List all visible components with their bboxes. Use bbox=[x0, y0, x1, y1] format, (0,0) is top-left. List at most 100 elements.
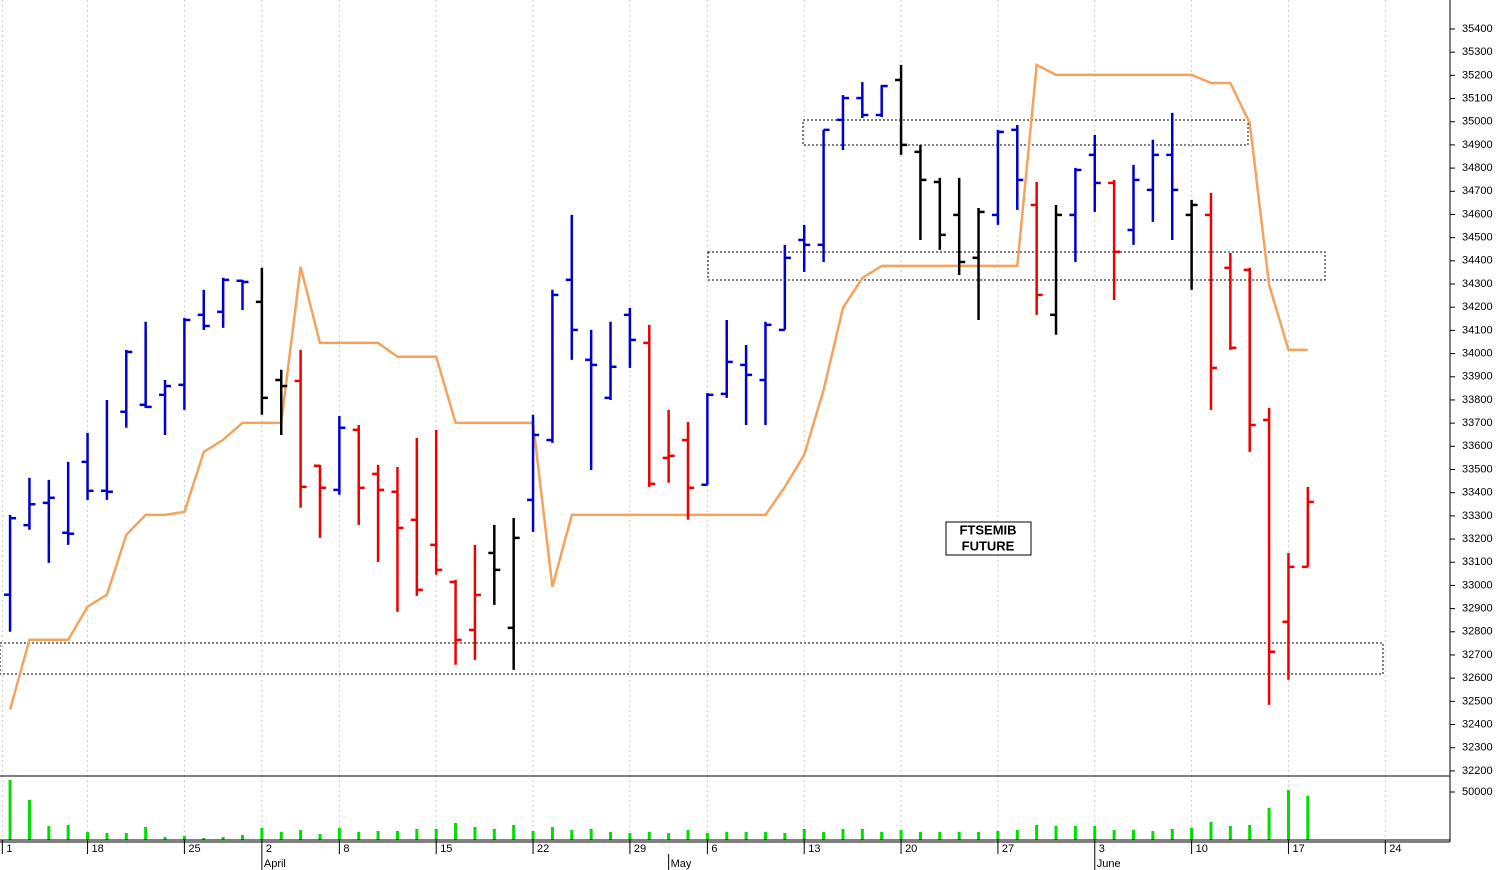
annotation: FUTURE bbox=[962, 538, 1015, 553]
volume-bar bbox=[1267, 808, 1271, 840]
volume-bar bbox=[1190, 828, 1194, 840]
x-tick-label: 10 bbox=[1196, 843, 1208, 855]
volume-bar bbox=[705, 832, 709, 840]
volume-bar bbox=[144, 826, 148, 840]
x-tick-label: 2 bbox=[266, 843, 272, 855]
volume-bar bbox=[1151, 831, 1155, 840]
volume-bar bbox=[260, 828, 264, 840]
y-tick-label: 33000 bbox=[1462, 579, 1493, 591]
month-label: June bbox=[1097, 858, 1121, 870]
y-tick-label: 35100 bbox=[1462, 92, 1493, 104]
x-tick-label: 25 bbox=[188, 843, 200, 855]
y-tick-label: 33800 bbox=[1462, 394, 1493, 406]
volume-bar bbox=[221, 837, 225, 840]
y-tick-label: 33900 bbox=[1462, 371, 1493, 383]
volume-bar bbox=[763, 832, 767, 840]
volume-bar bbox=[163, 837, 167, 840]
y-tick-label: 33200 bbox=[1462, 533, 1493, 545]
plot: 32200 32300 32400 32500 32600 32700 32800 32900… bbox=[1, 23, 1493, 870]
volume-bar bbox=[1286, 790, 1290, 840]
y-tick-label: 32200 bbox=[1462, 765, 1493, 777]
y-tick-label: 35200 bbox=[1462, 69, 1493, 81]
volume-bar bbox=[841, 829, 845, 840]
volume-bar bbox=[66, 825, 70, 840]
volume-bar bbox=[957, 832, 961, 840]
volume-bar bbox=[1248, 825, 1252, 840]
y-tick-label: 35400 bbox=[1462, 23, 1493, 35]
x-tick-label: 6 bbox=[711, 843, 717, 855]
volume-bar bbox=[744, 832, 748, 840]
volume-bar bbox=[802, 829, 806, 840]
volume-bar bbox=[512, 825, 516, 840]
y-tick-label: 35300 bbox=[1462, 46, 1493, 58]
volume-bar bbox=[1073, 826, 1077, 840]
x-tick-label: 29 bbox=[634, 843, 646, 855]
x-tick-label: 27 bbox=[1002, 843, 1014, 855]
volume-bar bbox=[1093, 826, 1097, 840]
volume-bar bbox=[202, 838, 206, 840]
volume-bar bbox=[938, 832, 942, 840]
volume-bar bbox=[918, 832, 922, 840]
y-tick-label: 32600 bbox=[1462, 672, 1493, 684]
x-tick-label: 20 bbox=[905, 843, 917, 855]
volume-bar bbox=[899, 829, 903, 840]
volume-bar bbox=[376, 831, 380, 840]
y-tick-label: 34700 bbox=[1462, 185, 1493, 197]
x-tick-label: 24 bbox=[1389, 843, 1401, 855]
y-tick-label: 35000 bbox=[1462, 116, 1493, 128]
volume-bar bbox=[1170, 829, 1174, 840]
volume-bar bbox=[647, 832, 651, 840]
y-tick-label: 34500 bbox=[1462, 232, 1493, 244]
x-tick-label: 22 bbox=[537, 843, 549, 855]
y-tick-label: 34600 bbox=[1462, 208, 1493, 220]
annotation: FTSEMIB bbox=[959, 522, 1016, 537]
overlay-line bbox=[8, 62, 1308, 711]
y-tick-label: 32900 bbox=[1462, 603, 1493, 615]
volume-bar bbox=[337, 828, 341, 840]
volume-bar bbox=[570, 829, 574, 840]
zone-box bbox=[707, 251, 1326, 281]
y-tick-label: 33600 bbox=[1462, 440, 1493, 452]
volume-bar bbox=[1112, 829, 1116, 840]
volume-bar bbox=[1054, 826, 1058, 840]
y-tick-label: 33100 bbox=[1462, 556, 1493, 568]
y-tick-label: 33300 bbox=[1462, 510, 1493, 522]
y-tick-label: 50000 bbox=[1462, 786, 1493, 798]
y-tick-label: 33700 bbox=[1462, 417, 1493, 429]
volume-bar bbox=[415, 829, 419, 840]
volume-bar bbox=[1035, 825, 1039, 840]
y-tick-label: 32500 bbox=[1462, 695, 1493, 707]
volume-bar bbox=[550, 826, 554, 840]
volume-bar bbox=[47, 826, 51, 840]
volume-bar bbox=[279, 832, 283, 840]
y-tick-label: 32300 bbox=[1462, 742, 1493, 754]
x-tick-label: 1 bbox=[6, 843, 12, 855]
y-tick-label: 34000 bbox=[1462, 347, 1493, 359]
volume-bar bbox=[880, 832, 884, 840]
volume-bar bbox=[182, 835, 186, 840]
annotation-box bbox=[945, 521, 1032, 556]
x-tick-label: 8 bbox=[343, 843, 349, 855]
x-tick-label: 15 bbox=[440, 843, 452, 855]
volume-bar bbox=[1228, 826, 1232, 840]
y-tick-label: 34100 bbox=[1462, 324, 1493, 336]
volume-bar bbox=[1015, 829, 1019, 840]
y-tick-label: 32800 bbox=[1462, 626, 1493, 638]
x-tick-label: 17 bbox=[1292, 843, 1304, 855]
volume-bar bbox=[783, 832, 787, 840]
volume-bar bbox=[589, 829, 593, 840]
y-tick-label: 34400 bbox=[1462, 255, 1493, 267]
month-label: April bbox=[264, 858, 286, 870]
volume-bar bbox=[686, 829, 690, 840]
y-tick-label: 33400 bbox=[1462, 487, 1493, 499]
volume-bar bbox=[434, 829, 438, 840]
volume-bar bbox=[609, 832, 613, 840]
volume-bar bbox=[105, 832, 109, 840]
x-tick-label: 18 bbox=[92, 843, 104, 855]
volume-bar bbox=[1209, 822, 1213, 840]
volume-bar bbox=[492, 829, 496, 840]
volume-bar bbox=[395, 831, 399, 840]
volume-bar bbox=[667, 832, 671, 840]
x-tick-label: 13 bbox=[808, 843, 820, 855]
